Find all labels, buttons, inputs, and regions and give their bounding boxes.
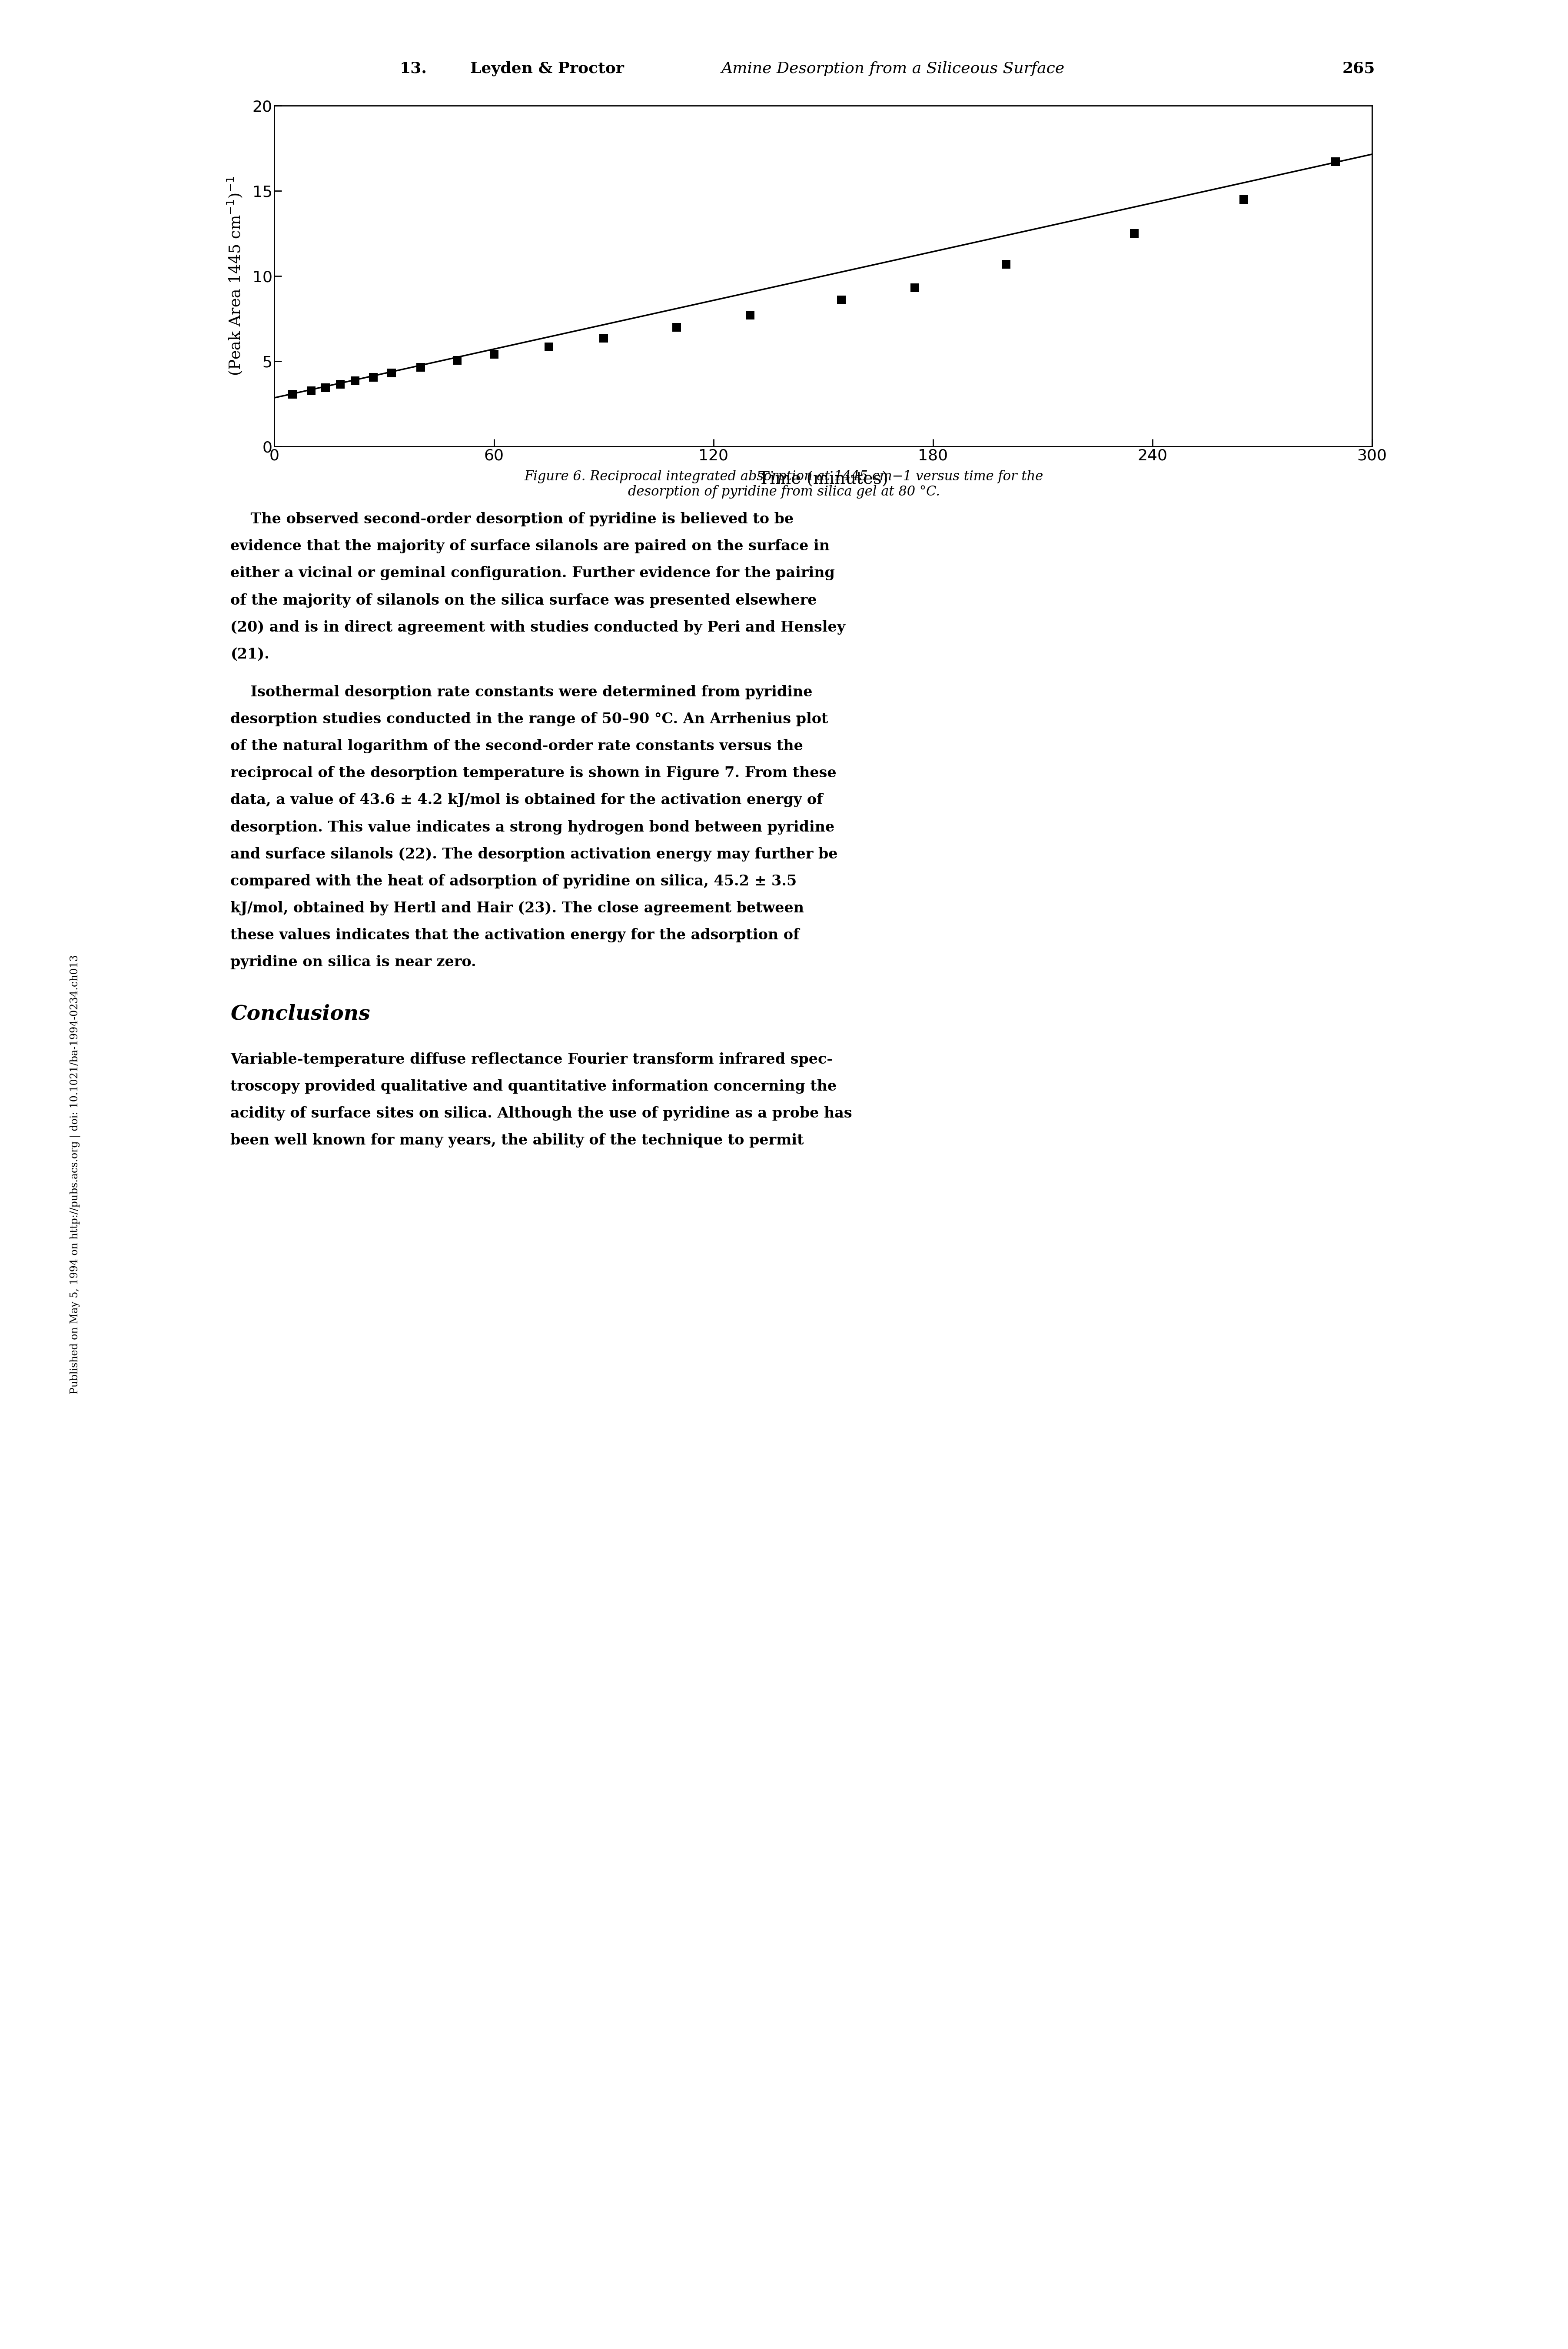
Point xyxy=(994,244,1019,282)
Text: Isothermal desorption rate constants were determined from pyridine: Isothermal desorption rate constants wer… xyxy=(230,686,812,700)
Text: Leyden & Proctor: Leyden & Proctor xyxy=(470,61,624,75)
Point xyxy=(1121,214,1146,251)
Text: pyridine on silica is near zero.: pyridine on silica is near zero. xyxy=(230,956,477,970)
Text: these values indicates that the activation energy for the adsorption of: these values indicates that the activati… xyxy=(230,928,800,942)
Point xyxy=(361,359,386,397)
Point xyxy=(328,366,353,404)
Text: evidence that the majority of surface silanols are paired on the surface in: evidence that the majority of surface si… xyxy=(230,540,829,554)
Point xyxy=(737,296,762,334)
Point xyxy=(342,362,367,399)
Text: (21).: (21). xyxy=(230,646,270,662)
Text: (20) and is in direct agreement with studies conducted by Peri and Hensley: (20) and is in direct agreement with stu… xyxy=(230,620,845,634)
Text: acidity of surface sites on silica. Although the use of pyridine as a probe has: acidity of surface sites on silica. Alth… xyxy=(230,1106,853,1120)
Point xyxy=(408,348,433,385)
X-axis label: Time (minutes): Time (minutes) xyxy=(759,472,887,489)
Text: reciprocal of the desorption temperature is shown in Figure 7. From these: reciprocal of the desorption temperature… xyxy=(230,766,837,780)
Text: compared with the heat of adsorption of pyridine on silica, 45.2 ± 3.5: compared with the heat of adsorption of … xyxy=(230,874,797,888)
Point xyxy=(298,371,323,409)
Text: been well known for many years, the ability of the technique to permit: been well known for many years, the abil… xyxy=(230,1132,804,1149)
Text: 265: 265 xyxy=(1342,61,1375,75)
Text: kJ/mol, obtained by Hertl and Hair (23). The close agreement between: kJ/mol, obtained by Hertl and Hair (23).… xyxy=(230,902,804,916)
Point xyxy=(481,336,506,373)
Text: Conclusions: Conclusions xyxy=(230,1003,370,1024)
Point xyxy=(1231,181,1256,218)
Text: Figure 6. Reciprocal integrated absorption at 1445 cm−1 versus time for the: Figure 6. Reciprocal integrated absorpti… xyxy=(524,470,1044,484)
Point xyxy=(1323,143,1348,181)
Text: 13.: 13. xyxy=(400,61,426,75)
Text: troscopy provided qualitative and quantitative information concerning the: troscopy provided qualitative and quanti… xyxy=(230,1078,837,1095)
Point xyxy=(281,376,306,413)
Point xyxy=(829,282,855,319)
Text: desorption. This value indicates a strong hydrogen bond between pyridine: desorption. This value indicates a stron… xyxy=(230,820,834,834)
Text: and surface silanols (22). The desorption activation energy may further be: and surface silanols (22). The desorptio… xyxy=(230,848,837,862)
Text: Published on May 5, 1994 on http://pubs.acs.org | doi: 10.1021/ba-1994-0234.ch01: Published on May 5, 1994 on http://pubs.… xyxy=(71,954,80,1395)
Point xyxy=(314,369,339,406)
Text: data, a value of 43.6 ± 4.2 kJ/mol is obtained for the activation energy of: data, a value of 43.6 ± 4.2 kJ/mol is ob… xyxy=(230,794,823,808)
Text: of the natural logarithm of the second-order rate constants versus the: of the natural logarithm of the second-o… xyxy=(230,740,803,754)
Point xyxy=(591,319,616,357)
Point xyxy=(445,341,470,378)
Point xyxy=(536,329,561,366)
Point xyxy=(379,355,405,392)
Text: The observed second-order desorption of pyridine is believed to be: The observed second-order desorption of … xyxy=(230,512,793,526)
Text: desorption studies conducted in the range of 50–90 °C. An Arrhenius plot: desorption studies conducted in the rang… xyxy=(230,712,828,726)
Point xyxy=(902,270,927,308)
Y-axis label: (Peak Area 1445 cm$^{-1}$)$^{-1}$: (Peak Area 1445 cm$^{-1}$)$^{-1}$ xyxy=(226,176,245,376)
Text: Variable-temperature diffuse reflectance Fourier transform infrared spec-: Variable-temperature diffuse reflectance… xyxy=(230,1052,833,1066)
Text: Amine Desorption from a Siliceous Surface: Amine Desorption from a Siliceous Surfac… xyxy=(721,61,1065,75)
Text: desorption of pyridine from silica gel at 80 °C.: desorption of pyridine from silica gel a… xyxy=(627,484,941,498)
Text: either a vicinal or geminal configuration. Further evidence for the pairing: either a vicinal or geminal configuratio… xyxy=(230,566,834,580)
Text: of the majority of silanols on the silica surface was presented elsewhere: of the majority of silanols on the silic… xyxy=(230,592,817,608)
Point xyxy=(665,308,690,345)
